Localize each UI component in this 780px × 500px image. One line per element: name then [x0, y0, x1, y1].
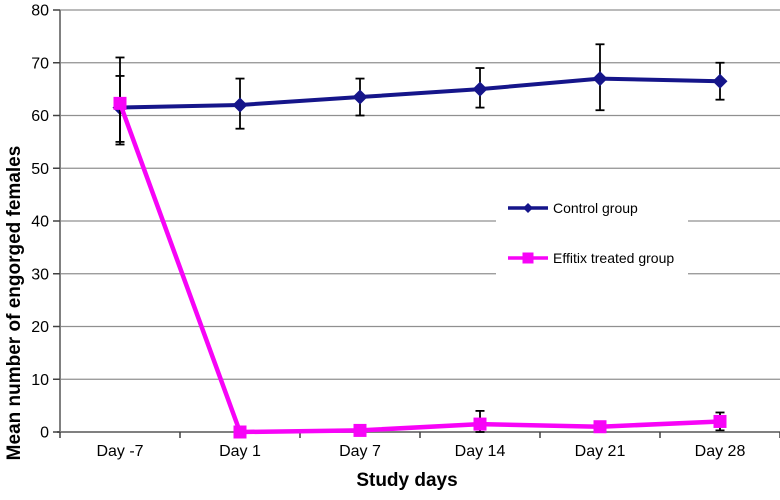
- y-axis-title: Mean number of engorged females: [4, 145, 25, 461]
- x-tick-label: Day 28: [695, 443, 746, 460]
- marker-control-group-day-7: [352, 89, 368, 105]
- y-tick-label: 10: [31, 372, 49, 389]
- y-tick-label: 40: [31, 214, 49, 231]
- marker-control-group-day-28: [712, 73, 728, 89]
- marker-effitix-treated-group-day-14: [473, 417, 487, 431]
- y-tick-label: 30: [31, 266, 49, 283]
- y-tick-label: 70: [31, 55, 49, 72]
- y-tick-label: 50: [31, 161, 49, 178]
- x-tick-label: Day 1: [219, 443, 261, 460]
- marker-effitix-treated-group-day-7: [113, 96, 127, 110]
- y-tick-label: 20: [31, 319, 49, 336]
- x-tick-label: Day 14: [455, 443, 506, 460]
- y-tick-label: 60: [31, 108, 49, 125]
- marker-effitix-treated-group-day-21: [593, 420, 607, 434]
- legend-marker-effitix-treated-group: [522, 252, 534, 264]
- x-tick-label: Day 21: [575, 443, 626, 460]
- y-tick-label: 0: [40, 425, 49, 442]
- y-tick-label: 80: [31, 3, 49, 20]
- x-tick-label: Day -7: [96, 443, 143, 460]
- legend-label-effitix-treated-group: Effitix treated group: [553, 250, 674, 266]
- marker-control-group-day-21: [592, 71, 608, 87]
- legend-label-control-group: Control group: [553, 200, 638, 216]
- marker-control-group-day-14: [472, 81, 488, 97]
- legend-marker-control-group: [523, 203, 533, 213]
- series-line-control-group: [118, 76, 722, 110]
- marker-effitix-treated-group-day-1: [233, 425, 247, 439]
- series-line-effitix-treated-group: [117, 101, 723, 435]
- x-tick-label: Day 7: [339, 443, 381, 460]
- marker-effitix-treated-group-day-7: [353, 423, 367, 437]
- marker-control-group-day-1: [232, 97, 248, 113]
- marker-effitix-treated-group-day-28: [713, 414, 727, 428]
- x-axis-title: Study days: [356, 470, 458, 491]
